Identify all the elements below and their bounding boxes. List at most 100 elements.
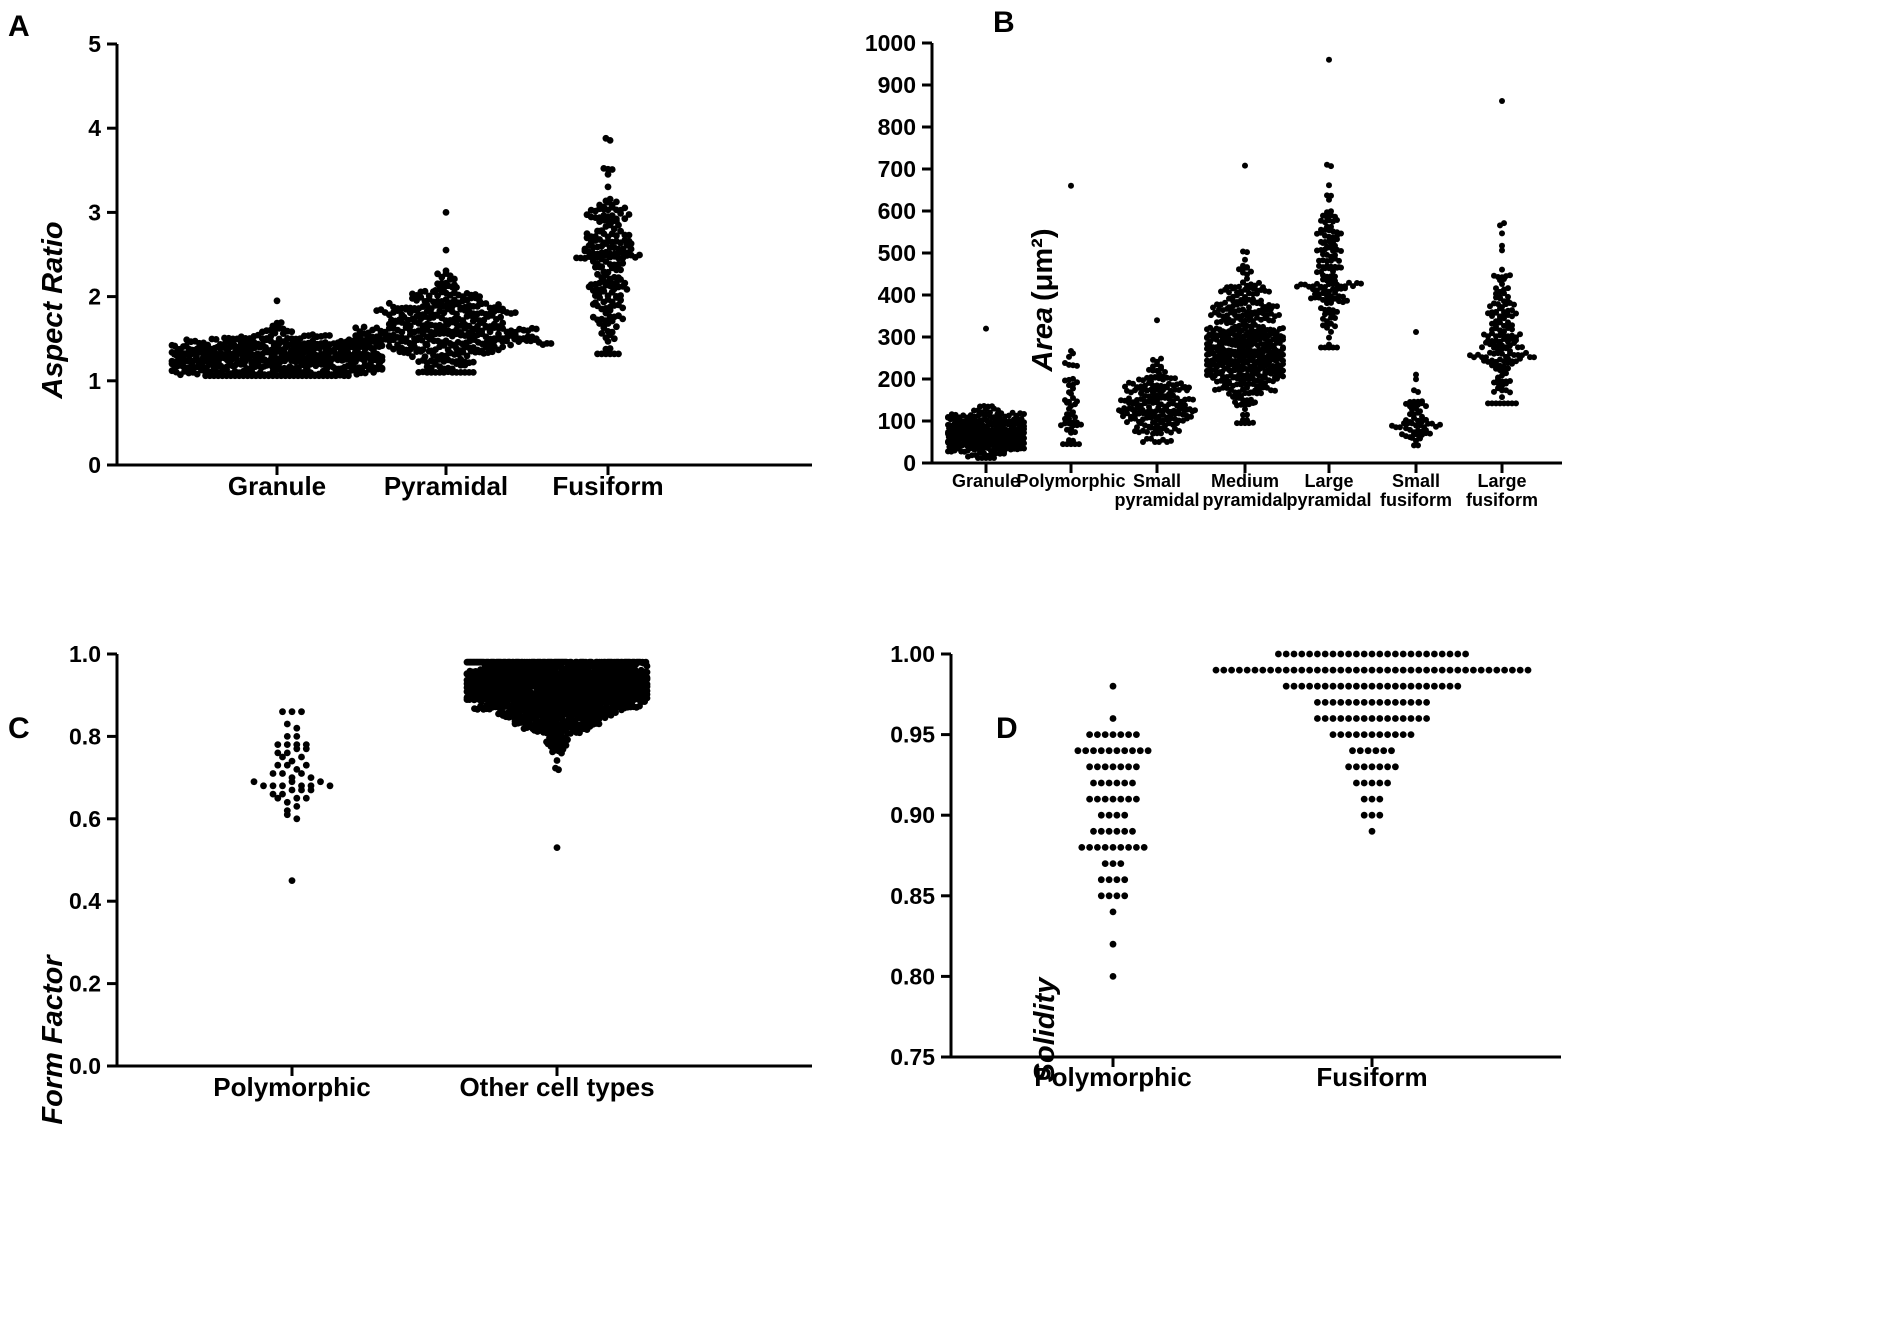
- panel-b-y-tick-label: 400: [878, 282, 916, 308]
- panel-b-data-point: [1489, 313, 1495, 319]
- panel-d-data-point: [1314, 715, 1321, 722]
- panel-b-y-tick-label: 0: [903, 450, 916, 476]
- panel-d-data-point: [1376, 682, 1384, 690]
- panel-d-data-point: [1117, 763, 1125, 771]
- panel-d-data-point: [1140, 844, 1148, 851]
- panel-d-data-point: [1129, 747, 1136, 755]
- panel-a-category-label: Pyramidal: [384, 471, 508, 501]
- panel-d-data-point: [1129, 779, 1136, 787]
- panel-d-data-point: [1109, 860, 1117, 867]
- panel-c-data-point: [553, 757, 561, 764]
- panel-b-category-label: Large: [1477, 471, 1526, 491]
- panel-d-ylabel: Solidity: [1029, 976, 1061, 1083]
- panel-c-data-point: [317, 778, 324, 786]
- panel-d-data-point: [1097, 892, 1105, 900]
- panel-b-data-point: [1358, 280, 1364, 287]
- panel-b-data-point: [1501, 276, 1507, 282]
- panel-b-data-point: [1021, 429, 1027, 436]
- panel-d-data-point: [1133, 731, 1140, 738]
- panel-b-data-point: [1256, 279, 1262, 286]
- panel-d-data-point: [1415, 650, 1423, 658]
- panel-a-data-point: [288, 328, 296, 336]
- panel-b-data-point: [1174, 395, 1180, 402]
- panel-d-data-point: [1121, 747, 1129, 755]
- panel-b-data-point: [1074, 362, 1080, 369]
- panel-b-data-point: [1326, 182, 1332, 189]
- panel-b-data-point: [1326, 196, 1332, 203]
- panel-a-data-point: [233, 335, 241, 343]
- panel-d-data-point: [1105, 827, 1113, 835]
- panel-b-data-point: [1326, 56, 1332, 63]
- panel-a-data-point: [600, 287, 608, 295]
- panel-b-data-point: [1068, 182, 1074, 189]
- panel-d-data-point: [1376, 811, 1384, 819]
- panel-b-data-point: [1274, 303, 1280, 310]
- panel-d-data-point: [1337, 650, 1345, 658]
- panel-d-data-point: [1384, 699, 1391, 706]
- panel-b-data-point: [1076, 441, 1082, 448]
- panel-d-data-point: [1136, 747, 1144, 755]
- panel-b-data-point: [1235, 339, 1242, 346]
- panel-d-data-point: [1314, 682, 1321, 690]
- panel-d-data-point: [1329, 699, 1337, 706]
- panel-c-data-point: [558, 749, 565, 757]
- panel-b-data-point: [1505, 293, 1511, 300]
- panel-d-data-point: [1105, 779, 1113, 787]
- panel-b-data-point: [1156, 370, 1162, 377]
- panel-d-data-point: [1368, 731, 1376, 738]
- panel-d-data-point: [1329, 666, 1337, 674]
- panel-b-data-point: [1517, 331, 1523, 338]
- panel-d-data-point: [1399, 650, 1407, 658]
- panel-b-data-point: [1172, 375, 1178, 382]
- panel-b-data-point: [1242, 256, 1248, 263]
- panel-c-y-tick-label: 0.4: [69, 888, 101, 914]
- panel-b-data-point: [1184, 415, 1190, 422]
- panel-a-y-tick-label: 3: [88, 199, 101, 225]
- panel-a-data-point: [411, 306, 418, 314]
- panel-d-data-point: [1376, 666, 1384, 674]
- panel-b-category-label: Large: [1304, 471, 1353, 491]
- panel-d-data-point: [1438, 682, 1446, 690]
- panel-d-data-point: [1407, 715, 1415, 722]
- panel-d-data-point: [1493, 666, 1501, 674]
- panel-d-data-point: [1094, 731, 1101, 738]
- panel-d-data-point: [1384, 682, 1391, 690]
- panel-d-data-point: [1353, 682, 1360, 690]
- panel-b-data-point: [1344, 297, 1350, 304]
- panel-a-data-point: [627, 245, 635, 253]
- panel-b-ylabel: Area (μm²): [1027, 229, 1059, 373]
- panel-d-data-point: [1133, 795, 1140, 803]
- panel-c-data-point: [595, 720, 603, 728]
- panel-a-data-point: [619, 259, 627, 267]
- panel-d-data-point: [1121, 827, 1129, 835]
- panel-b-data-point: [1334, 236, 1340, 243]
- panel-d-data-point: [1485, 666, 1493, 674]
- panel-b-data-point: [1320, 240, 1326, 246]
- panel-b-data-point: [1413, 329, 1419, 335]
- panel-b-data-point: [1413, 371, 1419, 378]
- panel-c-data-point: [250, 778, 258, 786]
- panel-c-data-point: [293, 815, 301, 823]
- panel-b-data-point: [1328, 163, 1334, 170]
- panel-b-category-label: Granule: [952, 471, 1020, 491]
- panel-c-ylabel: Form Factor: [37, 954, 69, 1125]
- panel-b-category-label: pyramidal: [1286, 490, 1371, 510]
- panel-d-data-point: [1384, 650, 1391, 658]
- panel-d-data-point: [1462, 650, 1469, 658]
- panel-d-data-point: [1360, 650, 1368, 658]
- panel-d-data-point: [1392, 666, 1399, 674]
- panel-a-data-point: [488, 348, 496, 356]
- panel-b-data-point: [1216, 370, 1222, 377]
- panel-d-data-point: [1101, 844, 1109, 851]
- panel-b-data-point: [1254, 290, 1260, 297]
- panel-b-data-point: [1280, 367, 1286, 374]
- panel-d-y-tick-label: 0.90: [890, 802, 935, 828]
- panel-b-data-point: [1168, 429, 1174, 436]
- panel-a-data-point: [463, 352, 471, 360]
- panel-d-data-point: [1113, 876, 1121, 884]
- panel-b-y-tick-label: 100: [878, 408, 916, 434]
- panel-d-data-point: [1368, 779, 1376, 787]
- panel-b-data-point: [1066, 353, 1072, 360]
- panel-a-data-point: [596, 263, 603, 271]
- panel-a-data-point: [417, 348, 425, 355]
